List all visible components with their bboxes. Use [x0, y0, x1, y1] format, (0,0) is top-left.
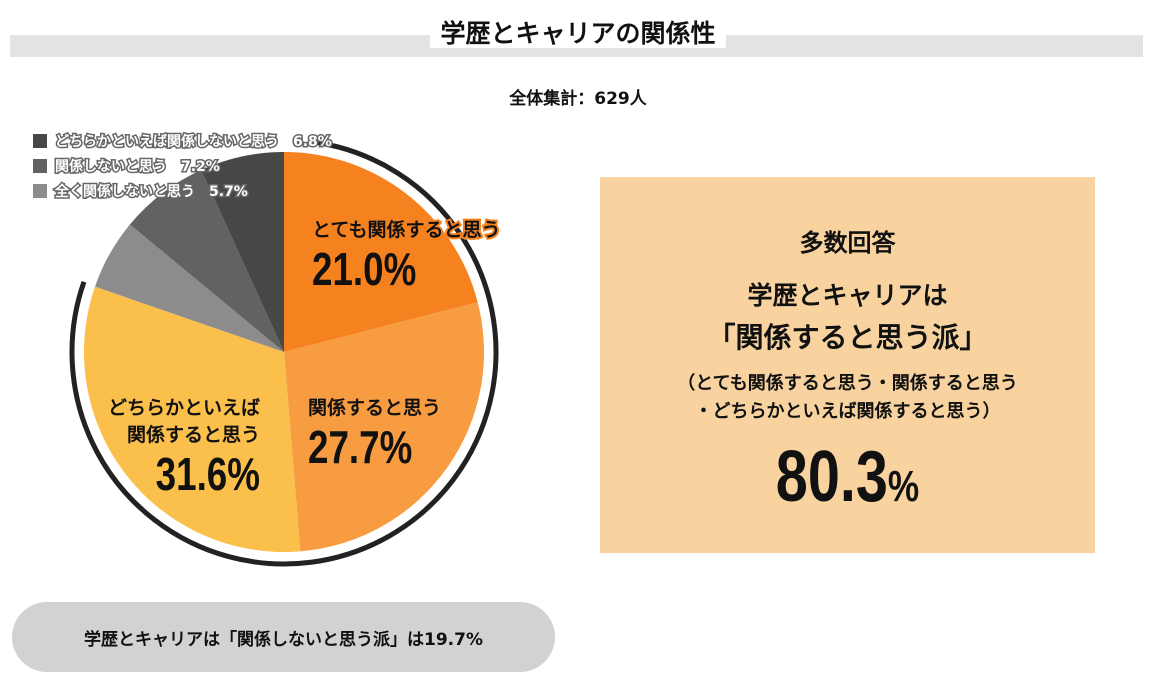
legend-swatch — [33, 133, 47, 148]
legend-item: どちらかといえば関係しないと思う 6.8% — [33, 128, 334, 153]
legend: どちらかといえば関係しないと思う 6.8% 関係しないと思う 7.2% 全く関係… — [33, 128, 334, 203]
slice-label-text: 関係すると思う — [308, 397, 442, 419]
summary-heading: 多数回答 — [799, 229, 896, 257]
summary-note1: （とても関係すると思う・関係すると思う — [677, 373, 1018, 394]
pie-slice-4 — [129, 169, 284, 352]
summary-unit: % — [887, 462, 920, 511]
pie-slice-2 — [83, 286, 301, 552]
pie-slice-1 — [284, 302, 484, 552]
summary-box: 多数回答 学歴とキャリアは 「関係すると思う派」 （とても関係すると思う・関係す… — [600, 177, 1095, 553]
pie-slice-0 — [284, 152, 478, 352]
summary-line2: 「関係すると思う派」 — [707, 321, 988, 354]
legend-label: 関係しないと思う 7.2% — [54, 157, 222, 176]
summary-note2: ・どちらかといえば関係すると思う） — [694, 401, 1001, 422]
summary-value: 80.3% — [650, 436, 1046, 518]
slice-label-very-related: とても関係すると思う 21.0% — [310, 215, 502, 296]
page-title: 学歴とキャリアの関係性 — [0, 14, 1156, 50]
summary-line1: 学歴とキャリアは — [747, 281, 948, 310]
summary-number: 80.3 — [775, 437, 888, 517]
pie-slice-5 — [201, 152, 284, 352]
slice-label-text: 関係すると思う — [126, 424, 260, 446]
slice-label-text: とても関係すると思う — [310, 217, 502, 243]
legend-item: 関係しないと思う 7.2% — [33, 153, 332, 178]
slice-label-somewhat-related: どちらかといえば 関係すると思う 31.6% — [70, 393, 260, 501]
pie-slice-3 — [94, 224, 284, 352]
slice-label-related: 関係すると思う 27.7% — [308, 393, 441, 474]
outline-arc — [69, 139, 499, 567]
legend-swatch — [33, 158, 47, 173]
slice-pct: 27.7% — [308, 421, 413, 473]
legend-label: どちらかといえば関係しないと思う 6.8% — [54, 132, 334, 151]
slice-pct: 21.0% — [312, 243, 417, 295]
total-count: 全体集計：629人 — [509, 89, 647, 109]
summary-note: （とても関係すると思う・関係すると思う ・どちらかといえば関係すると思う） — [600, 370, 1095, 426]
footer-pill: 学歴とキャリアは「関係しないと思う派」は19.7% — [12, 602, 555, 672]
legend-swatch — [33, 183, 47, 198]
slice-pct: 31.6% — [155, 448, 260, 500]
legend-label: 全く関係しないと思う 5.7% — [54, 182, 250, 201]
legend-item: 全く関係しないと思う 5.7% — [33, 178, 332, 203]
slice-label-text: どちらかといえば — [107, 397, 260, 419]
